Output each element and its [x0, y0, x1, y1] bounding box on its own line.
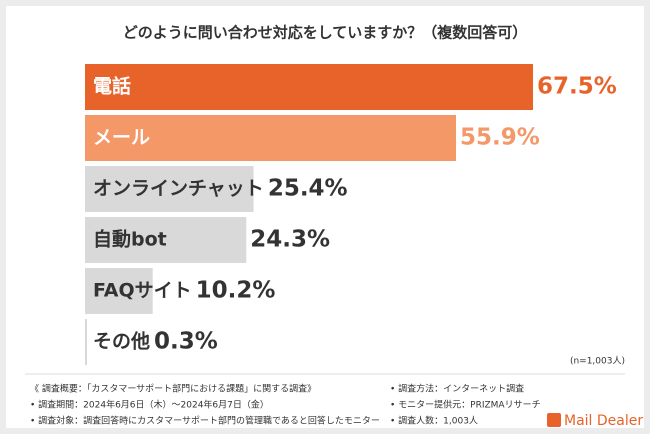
value-label: 25.4% — [268, 176, 348, 202]
value-label: 55.9% — [460, 125, 540, 151]
value-label: 10.2% — [196, 278, 276, 304]
category-label: オンラインチャット — [93, 178, 264, 200]
category-label: 電話 — [93, 75, 131, 98]
bar — [85, 319, 87, 365]
bar — [85, 166, 254, 212]
logo-icon — [547, 413, 561, 427]
category-label: 自動bot — [93, 228, 167, 251]
value-label: 67.5% — [537, 74, 617, 100]
category-label: FAQサイト — [93, 280, 192, 302]
category-label: その他 — [93, 330, 150, 353]
chart-title: どのように問い合わせ対応をしていますか？（複数回答可） — [123, 24, 528, 42]
bar — [85, 64, 533, 110]
footer-text: 《 調査概要：「カスタマーサポート部門における課題」に関する調査》 — [30, 383, 316, 395]
footer-text: • 調査期間：2024年6月6日（木）～2024年6月7日（金） — [30, 399, 269, 411]
footer-text: • モニター提供元：PRIZMAリサーチ — [390, 399, 541, 411]
footer-text: • 調査方法：インターネット調査 — [390, 383, 524, 395]
footer-text: • 調査対象：調査回答時にカスタマーサポート部門の管理職であると回答したモニター — [30, 415, 380, 427]
value-label: 0.3% — [154, 329, 218, 355]
logo: Mail Dealer — [564, 413, 643, 429]
sample-note: (n=1,003人) — [570, 356, 625, 367]
bar — [85, 115, 457, 161]
footer-text: • 調査人数：1,003人 — [390, 415, 478, 427]
value-label: 24.3% — [250, 227, 330, 253]
category-label: メール — [93, 127, 150, 149]
bar — [85, 217, 247, 263]
bar — [85, 268, 153, 314]
